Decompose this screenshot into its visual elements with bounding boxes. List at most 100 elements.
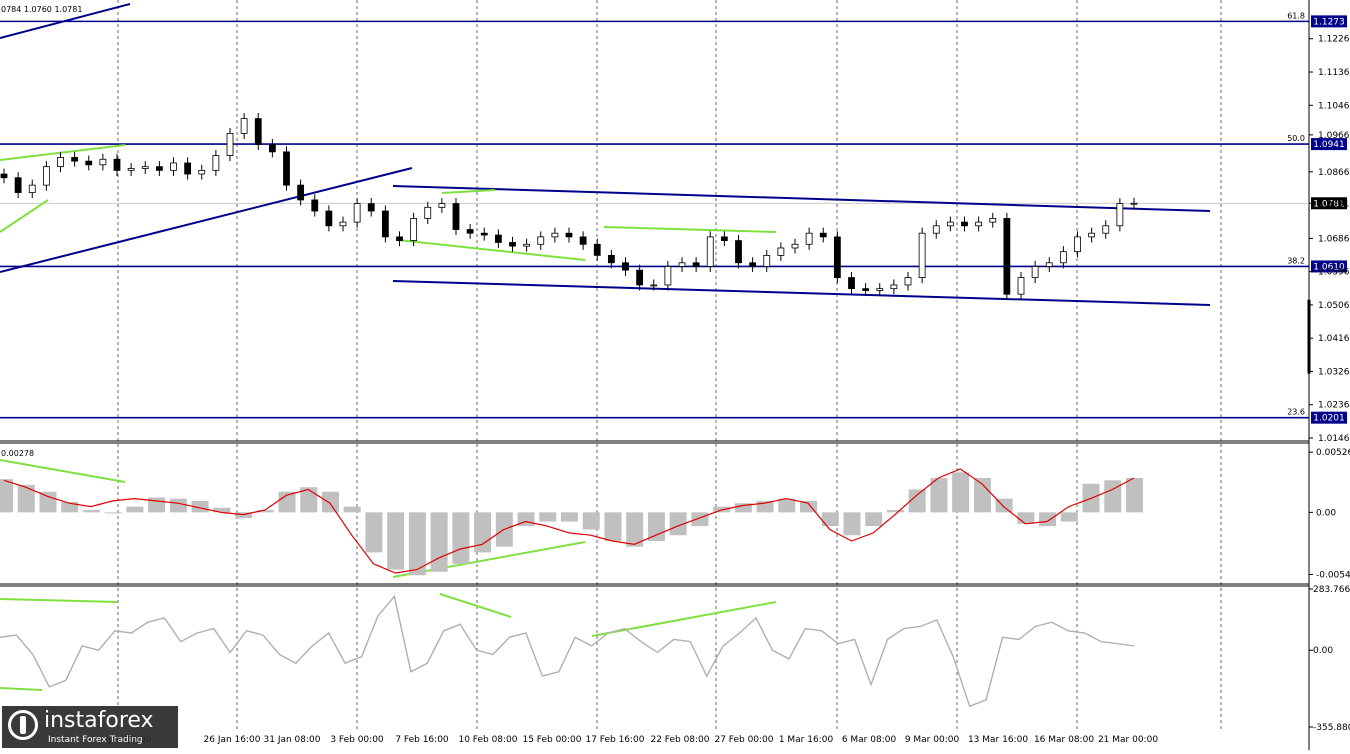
trendlines [0, 3, 1211, 691]
candle-body [283, 151, 290, 186]
macd-histogram-bar [300, 487, 318, 513]
macd-histogram-bar [561, 512, 578, 522]
logo-text: instaforex [44, 708, 154, 733]
candle-body [438, 203, 446, 208]
x-tick-label: 1 Mar 16:00 [779, 735, 834, 745]
trendline [0, 167, 413, 273]
candle-body [353, 203, 361, 223]
candle-body [946, 221, 954, 227]
x-tick-label: 15 Feb 00:00 [522, 735, 581, 745]
macd-panel: 0.00526 0.00 -0.00543 [0, 448, 1350, 580]
trendline [0, 3, 131, 39]
macd-histogram-bar [82, 510, 100, 513]
candle-body [918, 232, 926, 278]
macd-histogram-bar [104, 512, 122, 514]
macd-histogram-bar [256, 510, 274, 513]
macd-histogram-bar [973, 478, 991, 513]
macd-tick-label: 0.00526 [1316, 448, 1350, 458]
x-tick-label: 6 Mar 08:00 [842, 735, 897, 745]
cci-tick-label: 283.7669 [1313, 585, 1350, 595]
price-tick-label: 1.0236 [1318, 401, 1350, 411]
cci-panel: 283.7669 0.00 -355.8804 [0, 585, 1350, 733]
candle-body [735, 240, 742, 264]
macd-histogram-bar [908, 489, 926, 513]
candle-body [692, 262, 700, 267]
macd-histogram-bar [582, 512, 600, 530]
macd-histogram-bar [17, 484, 35, 513]
candle-body [396, 236, 403, 241]
candle-body [664, 266, 672, 286]
candle-body [1003, 218, 1011, 295]
candle-body [763, 254, 771, 267]
candle-body [537, 236, 545, 245]
macd-histogram-bar [626, 512, 644, 547]
price-tick-label: 1.0416 [1318, 334, 1350, 344]
candle-body [0, 173, 8, 179]
candle-body [848, 277, 855, 290]
divergence-line [0, 459, 126, 483]
candle-body [480, 232, 488, 236]
macd-histogram-bar [278, 491, 296, 513]
macd-histogram-bar [1017, 512, 1035, 524]
divergence-line [397, 239, 586, 261]
candle-body [975, 221, 983, 227]
candle-body [452, 203, 460, 230]
macd-histogram-bar [886, 510, 904, 513]
x-tick-label: 13 Mar 16:00 [968, 735, 1028, 745]
macd-histogram-bar [126, 506, 144, 513]
candle-body [607, 254, 615, 264]
fib-price-tag-label: 1.1273 [1313, 17, 1345, 27]
candle-body [622, 262, 629, 271]
macd-tick-label: -0.00543 [1316, 570, 1350, 580]
macd-histogram-bar [474, 512, 492, 553]
x-tick-label: 9 Mar 00:00 [905, 735, 960, 745]
macd-histogram-bar [778, 498, 796, 513]
macd-histogram-bar [843, 512, 861, 536]
x-tick-label: 27 Feb 00:00 [714, 735, 773, 745]
macd-histogram-bar [669, 512, 687, 536]
candle-body [791, 243, 799, 249]
candle-body [1017, 277, 1025, 295]
candle-body [311, 199, 319, 212]
x-tick-label: 26 Jan 16:00 [204, 735, 261, 745]
macd-histogram-bar [365, 512, 383, 553]
candle-body [113, 158, 121, 171]
candle-body [71, 157, 79, 162]
macd-histogram-bar [430, 512, 448, 572]
x-tick-label: 17 Feb 16:00 [585, 735, 644, 745]
candle-body [99, 158, 107, 166]
macd-histogram-bar [408, 512, 426, 576]
cci-tick-label: 0.00 [1313, 646, 1333, 656]
candle-body [1116, 203, 1124, 227]
price-tick-label: 1.1226 [1318, 35, 1350, 45]
x-tick-label: 3 Feb 00:00 [330, 735, 384, 745]
cci-line [0, 594, 1135, 708]
candle-body [593, 243, 601, 256]
candle-body [1059, 251, 1067, 264]
candle-body [198, 169, 206, 175]
candle-body [85, 160, 93, 166]
macd-signal-line [3, 468, 1135, 574]
fib-price-tag [1311, 138, 1347, 151]
macd-tick-label: 0.00 [1316, 508, 1336, 518]
price-tick-label: 1.0966 [1318, 131, 1350, 141]
candle-body [1102, 225, 1110, 234]
candle-body [381, 210, 389, 238]
macd-histogram-bar [821, 512, 839, 527]
price-tick-label: 1.0326 [1318, 367, 1350, 377]
macd-histogram-bar [1104, 480, 1122, 513]
candle-body [890, 284, 898, 290]
fib-price-tag [1311, 411, 1347, 424]
price-tick-label: 1.0506 [1318, 301, 1350, 311]
divergence-line [441, 189, 496, 194]
divergence-line [591, 601, 777, 637]
instaforex-logo: instaforex Instant Forex Trading [2, 706, 178, 748]
candle-body [579, 236, 587, 245]
ohlc-header: 0784 1.0760 1.0781 [1, 5, 82, 14]
x-tick-label: 31 Jan 08:00 [264, 735, 321, 745]
candle-body [28, 184, 36, 193]
candle-body [523, 243, 531, 247]
divergence-line [0, 598, 119, 603]
macd-histogram-bar [213, 507, 231, 513]
